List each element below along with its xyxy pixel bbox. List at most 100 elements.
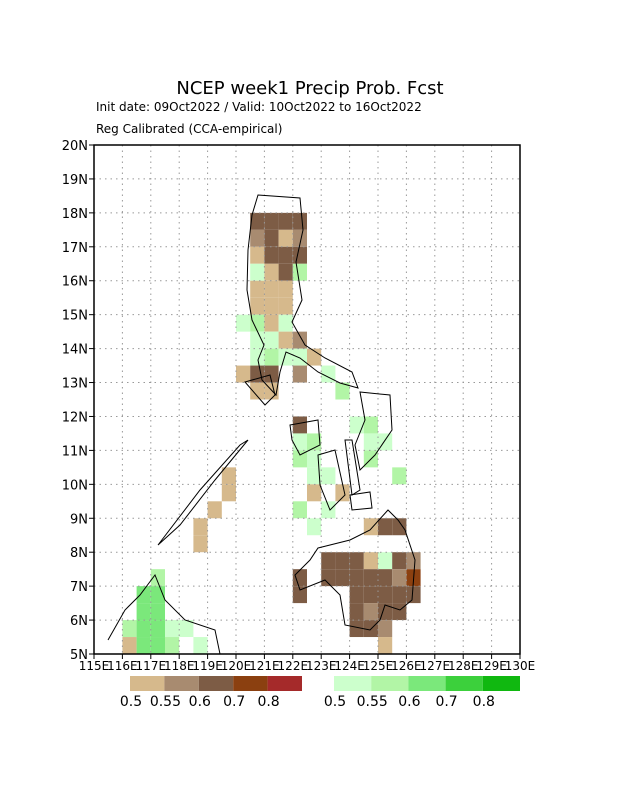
prob-cell xyxy=(292,246,307,264)
prob-cell xyxy=(193,518,208,536)
prob-cell xyxy=(292,501,307,519)
prob-cell xyxy=(378,569,393,587)
legend-label: 0.7 xyxy=(223,694,245,710)
prob-cell xyxy=(221,484,236,502)
prob-cell xyxy=(292,569,307,587)
prob-cell xyxy=(150,620,165,638)
prob-cell xyxy=(250,212,265,230)
prob-cell xyxy=(250,297,265,315)
legend-swatch xyxy=(233,676,268,691)
prob-cell xyxy=(122,637,137,654)
prob-cell xyxy=(250,280,265,298)
prob-cell xyxy=(150,603,165,621)
prob-cell xyxy=(392,518,407,536)
prob-cell xyxy=(264,331,279,349)
prob-cell xyxy=(335,382,350,400)
prob-cell xyxy=(363,518,378,536)
prob-cell xyxy=(349,569,364,587)
y-tick-label: 7N xyxy=(70,580,88,595)
legend-swatch xyxy=(267,676,302,691)
prob-cell xyxy=(136,620,151,638)
legend-swatch xyxy=(482,676,520,691)
prob-cell xyxy=(321,569,336,587)
x-tick-label: 124E xyxy=(334,659,365,673)
prob-cell xyxy=(278,348,293,366)
x-tick-label: 116E xyxy=(107,659,138,673)
legend-swatch xyxy=(408,676,446,691)
coastline xyxy=(317,449,346,511)
coastline xyxy=(294,509,416,631)
x-tick-label: 117E xyxy=(136,659,167,673)
prob-cell xyxy=(264,365,279,383)
prob-cell xyxy=(392,603,407,621)
prob-cell xyxy=(406,586,421,604)
prob-cell xyxy=(250,246,265,264)
y-tick-label: 9N xyxy=(70,512,88,527)
prob-cell xyxy=(292,212,307,230)
legend-swatch xyxy=(164,676,199,691)
prob-cell xyxy=(278,212,293,230)
prob-cell xyxy=(335,552,350,570)
prob-cell xyxy=(392,569,407,587)
prob-cell xyxy=(349,603,364,621)
prob-cell xyxy=(193,535,208,553)
x-tick-label: 115E xyxy=(79,659,110,673)
x-tick-label: 127E xyxy=(420,659,451,673)
legend-swatch xyxy=(198,676,234,691)
prob-cell xyxy=(250,229,265,247)
prob-cell xyxy=(278,297,293,315)
prob-cell xyxy=(250,331,265,349)
prob-cell xyxy=(165,637,180,654)
prob-cell xyxy=(264,263,279,281)
prob-cell xyxy=(179,620,194,638)
prob-cell xyxy=(136,586,151,604)
prob-cell xyxy=(207,501,222,519)
prob-cell xyxy=(165,620,180,638)
y-tick-label: 15N xyxy=(62,309,88,324)
prob-cell xyxy=(378,586,393,604)
prob-cell xyxy=(363,433,378,451)
coastline xyxy=(244,374,276,406)
prob-cell xyxy=(136,603,151,621)
y-tick-label: 10N xyxy=(62,478,88,493)
prob-cell xyxy=(278,246,293,264)
y-tick-label: 8N xyxy=(70,546,88,561)
x-tick-label: 119E xyxy=(192,659,223,673)
prob-cell xyxy=(378,637,393,654)
prob-cell xyxy=(292,433,307,451)
grid-layer: 115E116E117E118E119E120E121E122E123E124E… xyxy=(62,139,536,673)
coastline xyxy=(246,194,359,397)
prob-cell xyxy=(392,586,407,604)
x-tick-label: 118E xyxy=(164,659,195,673)
x-tick-label: 125E xyxy=(363,659,394,673)
coastline xyxy=(107,573,221,655)
y-tick-label: 11N xyxy=(62,444,88,459)
coastline xyxy=(157,439,249,546)
prob-cell xyxy=(406,552,421,570)
legend-swatch xyxy=(445,676,483,691)
prob-cell xyxy=(264,229,279,247)
coastline xyxy=(354,391,393,472)
y-tick-label: 19N xyxy=(62,173,88,188)
prob-cell xyxy=(363,586,378,604)
y-tick-label: 18N xyxy=(62,207,88,222)
x-tick-label: 120E xyxy=(221,659,252,673)
prob-cell xyxy=(349,620,364,638)
prob-cell xyxy=(307,518,322,536)
prob-cell xyxy=(150,569,165,587)
coastline xyxy=(344,439,361,496)
method: Reg Calibrated (CCA-empirical) xyxy=(96,122,282,136)
legend-label: 0.55 xyxy=(357,694,388,710)
title: NCEP week1 Precip Prob. Fcst xyxy=(176,78,443,99)
prob-cell xyxy=(307,467,322,485)
legend-swatch xyxy=(334,676,372,691)
prob-cell xyxy=(264,297,279,315)
prob-cell xyxy=(349,416,364,434)
prob-cell xyxy=(236,314,251,332)
prob-cell xyxy=(378,620,393,638)
prob-cell xyxy=(292,586,307,604)
prob-cell xyxy=(292,229,307,247)
prob-cell xyxy=(122,620,137,638)
prob-cell xyxy=(250,382,265,400)
